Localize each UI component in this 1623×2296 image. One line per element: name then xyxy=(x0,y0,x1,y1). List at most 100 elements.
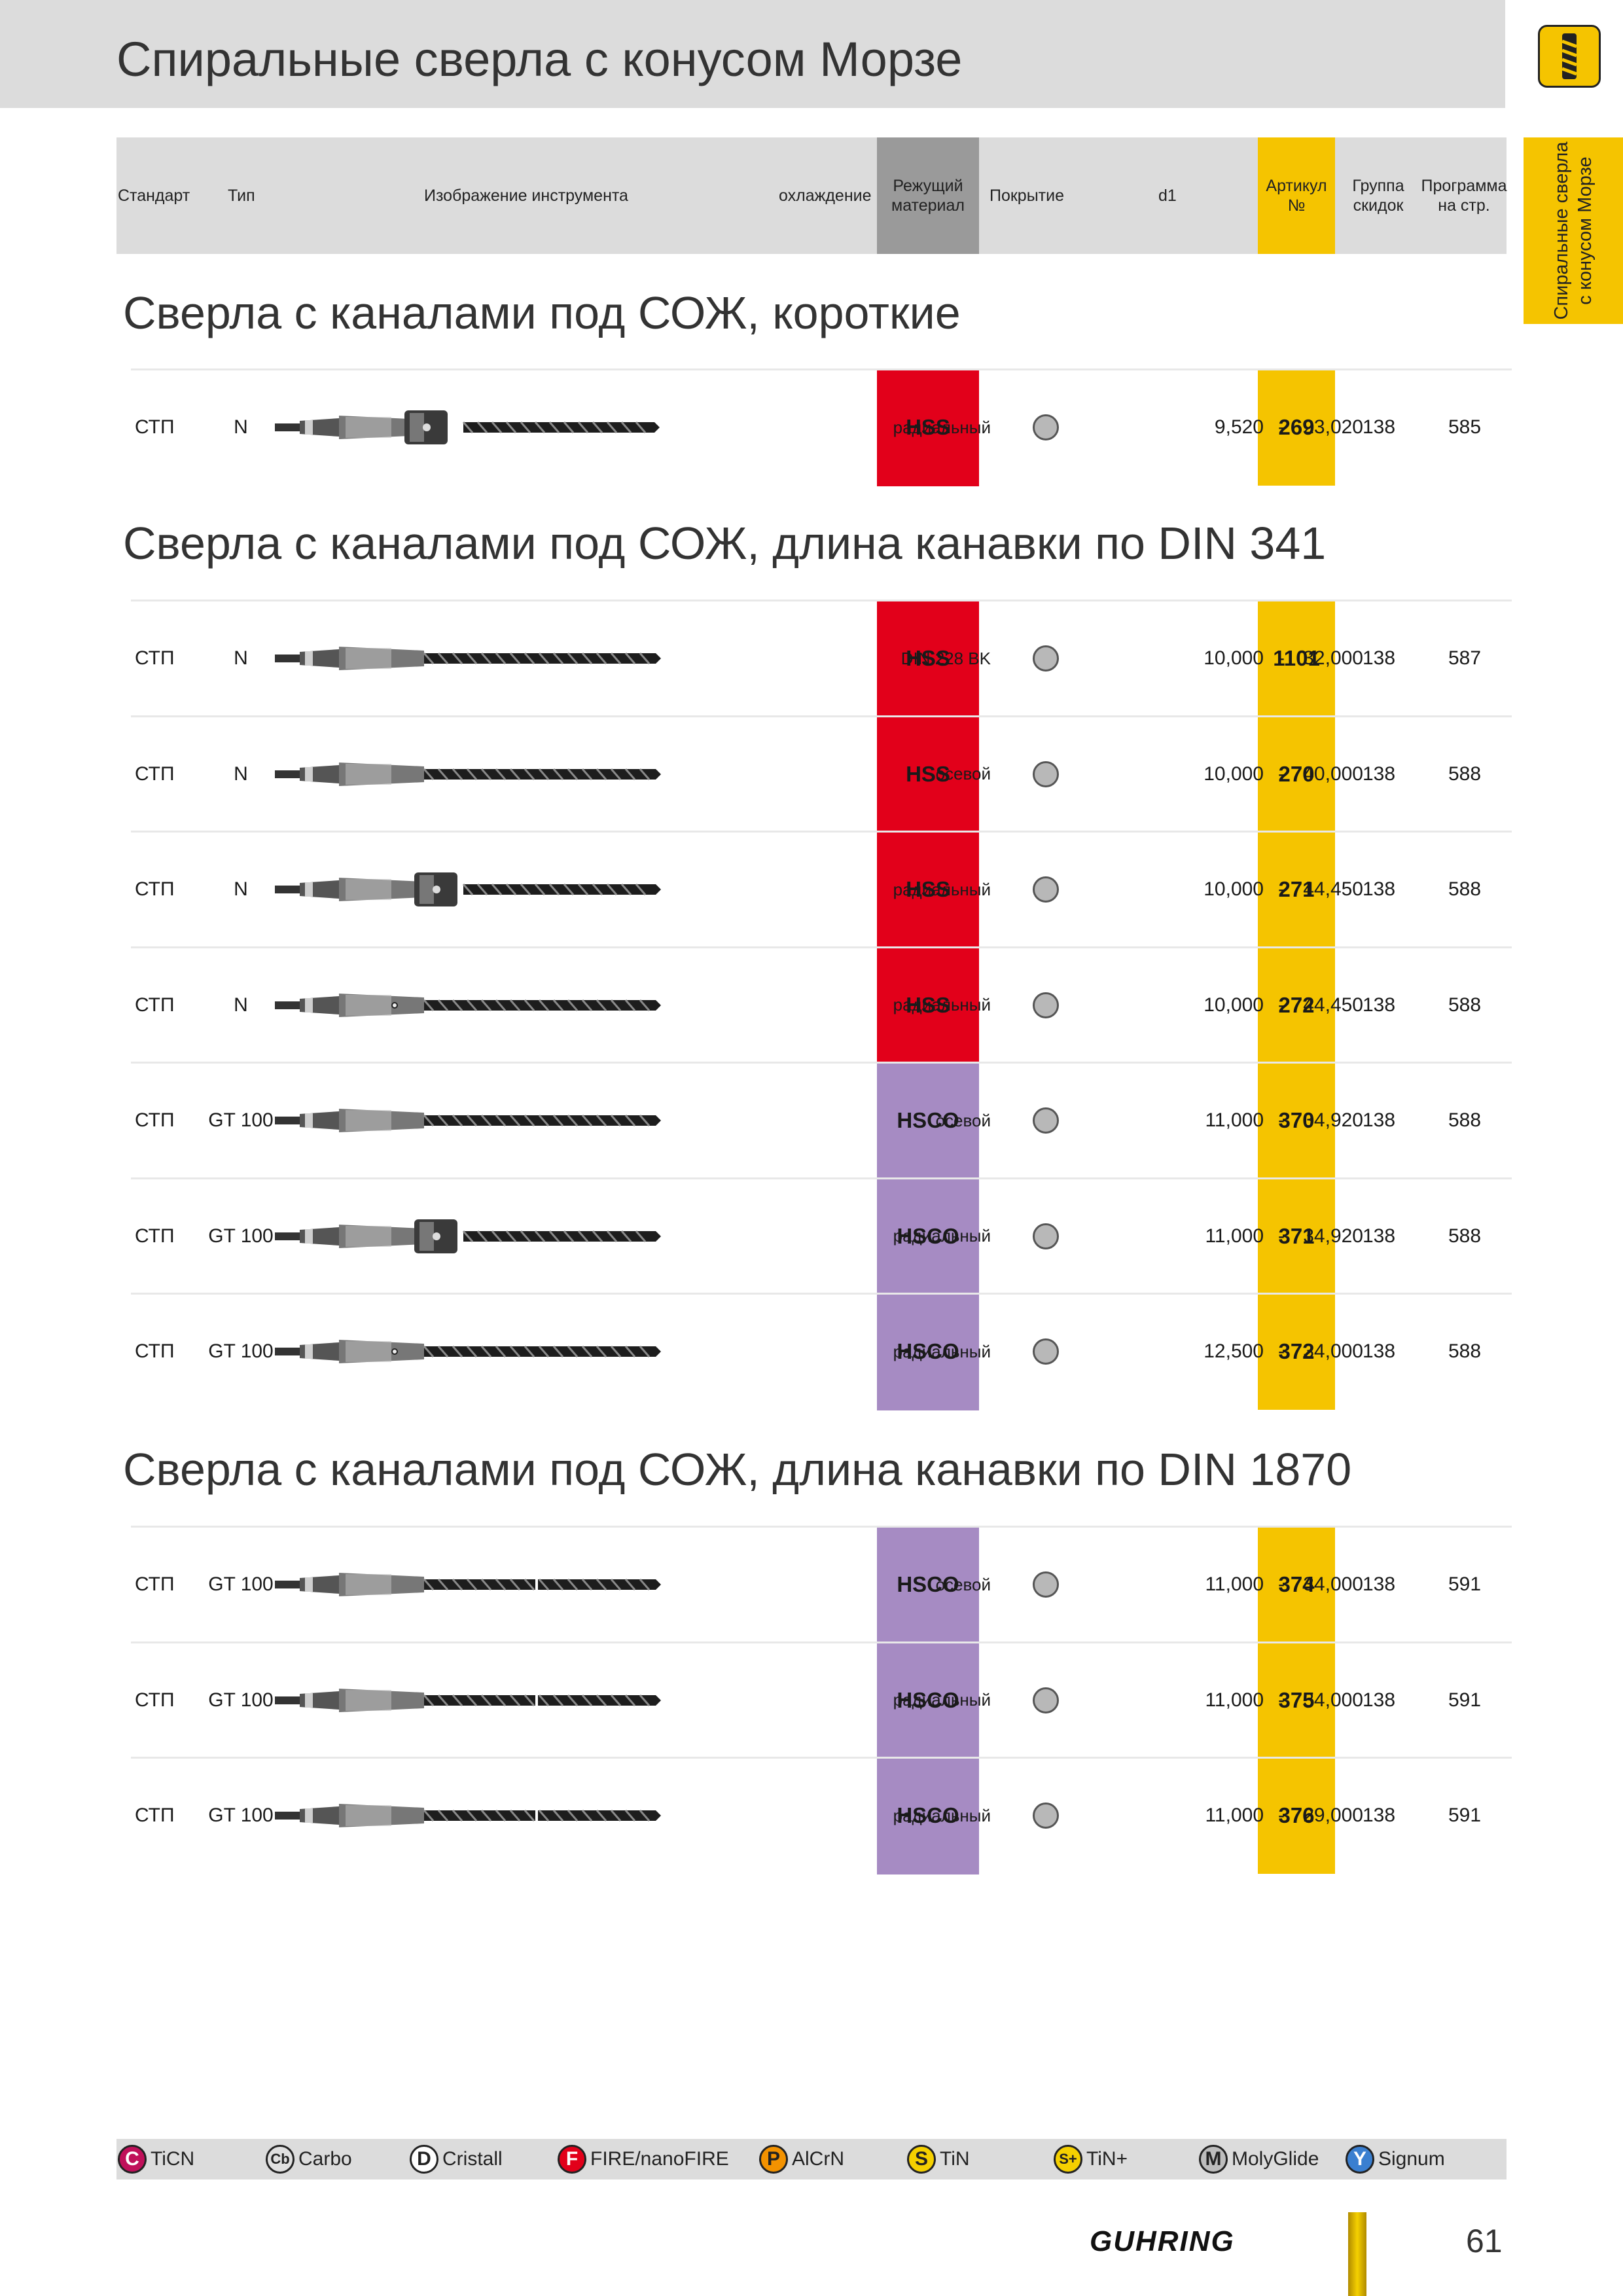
drill-image xyxy=(274,1643,797,1758)
standard-cell: СТП xyxy=(135,1340,175,1362)
diameter-max: 23,020 xyxy=(1303,416,1363,438)
coating-badge-icon: P xyxy=(759,2145,788,2174)
material-cell-bg xyxy=(877,1527,979,1643)
program-page[interactable]: 588 xyxy=(1448,1109,1482,1131)
material-cell: HSS xyxy=(906,761,950,786)
program-page[interactable]: 591 xyxy=(1448,1689,1482,1711)
program-page[interactable]: 591 xyxy=(1448,1804,1482,1826)
section-title: Сверла с каналами под СОЖ, длина канавки… xyxy=(123,518,1327,569)
table-header: Стандарт Тип Изображение инструмента охл… xyxy=(116,137,1507,254)
coating-cell xyxy=(1013,1179,1079,1294)
coating-cell xyxy=(1013,1294,1079,1409)
uncoated-circle-icon xyxy=(1033,1338,1059,1365)
article-number[interactable]: 269 xyxy=(1278,415,1315,439)
header-cooling: охлаждение xyxy=(779,187,872,205)
side-tab-line-2: с конусом Морзе xyxy=(1575,156,1596,305)
type-cell: GT 100 xyxy=(208,1225,274,1247)
legend-label: TiN+ xyxy=(1086,2148,1128,2170)
table-row[interactable]: СТП GT 100 радиальный HSCO 11,000-29,000 376 1… xyxy=(116,1758,1507,1873)
diameter-min: 11,000 xyxy=(1205,1804,1264,1826)
legend-label: MolyGlide xyxy=(1232,2148,1319,2170)
header-type: Тип xyxy=(228,187,255,205)
article-number[interactable]: 272 xyxy=(1278,992,1315,1017)
diameter-max: 29,000 xyxy=(1303,1804,1363,1826)
side-tab[interactable]: Спиральные сверла с конусом Морзе xyxy=(1524,137,1623,324)
coating-badge-icon: C xyxy=(118,2145,147,2174)
uncoated-circle-icon xyxy=(1033,1803,1059,1829)
drill-logo-icon xyxy=(1538,25,1601,88)
coating-cell xyxy=(1013,832,1079,947)
article-number[interactable]: 374 xyxy=(1278,1572,1315,1596)
article-number[interactable]: 371 xyxy=(1278,1223,1315,1248)
standard-cell: СТП xyxy=(135,994,175,1016)
article-column-bg xyxy=(1258,601,1335,1410)
row-divider xyxy=(131,368,1512,370)
material-cell-bg xyxy=(877,1294,979,1410)
coating-badge-icon: S+ xyxy=(1054,2145,1082,2174)
material-cell: HSS xyxy=(906,877,950,901)
discount-group: 138 xyxy=(1362,416,1396,438)
diameter-max: 40,000 xyxy=(1303,762,1363,785)
discount-group: 138 xyxy=(1362,1340,1396,1362)
type-cell: N xyxy=(234,647,248,669)
discount-group: 138 xyxy=(1362,1689,1396,1711)
row-divider xyxy=(131,1526,1512,1528)
diameter-dash: - xyxy=(1278,647,1285,669)
program-page[interactable]: 588 xyxy=(1448,878,1482,900)
type-cell: GT 100 xyxy=(208,1340,274,1362)
program-page[interactable]: 588 xyxy=(1448,762,1482,785)
table-row[interactable]: СТП GT 100 радиальный HSCO 11,000-34,920 371 1… xyxy=(116,1179,1507,1294)
article-number[interactable]: 372 xyxy=(1278,1339,1315,1363)
cooling-cell: осевой xyxy=(935,764,991,783)
article-number[interactable]: 375 xyxy=(1278,1687,1315,1712)
header-discount-line-2: скидок xyxy=(1353,196,1404,215)
header-image: Изображение инструмента xyxy=(424,187,628,205)
program-page[interactable]: 588 xyxy=(1448,1340,1482,1362)
diameter-dash: - xyxy=(1278,994,1285,1016)
coating-badge-icon: S xyxy=(907,2145,936,2174)
diameter-dash: - xyxy=(1278,762,1285,785)
program-page[interactable]: 587 xyxy=(1448,647,1482,669)
material-cell-bg xyxy=(877,601,979,717)
standard-cell: СТП xyxy=(135,1573,175,1595)
article-number[interactable]: 376 xyxy=(1278,1803,1315,1827)
diameter-max: 34,920 xyxy=(1303,1225,1363,1247)
drill-image xyxy=(274,370,797,485)
table-row[interactable]: СТП GT 100 радиальный HSCO 12,500-34,000 372 1… xyxy=(116,1294,1507,1409)
header-d1: d1 xyxy=(1158,187,1177,205)
table-row[interactable]: СТП GT 100 осевой HSCO 11,000-34,000 374 138 59… xyxy=(116,1527,1507,1642)
standard-cell: СТП xyxy=(135,647,175,669)
drill-image xyxy=(274,948,797,1063)
program-page[interactable]: 588 xyxy=(1448,994,1482,1016)
cooling-cell: радиальный xyxy=(893,995,991,1014)
header-article: Артикул № xyxy=(1258,137,1335,254)
program-page[interactable]: 585 xyxy=(1448,416,1482,438)
coating-cell xyxy=(1013,1063,1079,1178)
header-material-line-1: Режущий xyxy=(893,177,963,195)
article-number[interactable]: 271 xyxy=(1278,877,1315,901)
uncoated-circle-icon xyxy=(1033,1687,1059,1713)
standard-cell: СТП xyxy=(135,1804,175,1826)
legend-label: TiN xyxy=(940,2148,970,2170)
table-row[interactable]: СТП GT 100 радиальный HSCO 11,000-34,000 375 1… xyxy=(116,1643,1507,1758)
article-number[interactable]: 370 xyxy=(1278,1108,1315,1132)
article-number[interactable]: 1101 xyxy=(1273,646,1320,670)
drill-image xyxy=(274,601,797,716)
program-page[interactable]: 591 xyxy=(1448,1573,1482,1595)
type-cell: GT 100 xyxy=(208,1109,274,1131)
diameter-dash: - xyxy=(1278,1573,1285,1595)
article-number[interactable]: 270 xyxy=(1278,761,1315,786)
program-page[interactable]: 588 xyxy=(1448,1225,1482,1247)
table-row[interactable]: СТП N DIN 228 BK HSS 10,000-32,000 1101 138 587 xyxy=(116,601,1507,716)
row-divider xyxy=(131,1177,1512,1179)
material-cell: HSS xyxy=(906,992,950,1017)
material-cell-bg xyxy=(877,1758,979,1874)
coating-legend: C TiCN Cb Carbo D Cristall F FIRE/nanoFIRE P AlCr… xyxy=(116,2139,1507,2179)
uncoated-circle-icon xyxy=(1033,1223,1059,1249)
table-row[interactable]: СТП GT 100 осевой HSCO 11,000-34,920 370 138 58… xyxy=(116,1063,1507,1178)
type-cell: N xyxy=(234,878,248,900)
